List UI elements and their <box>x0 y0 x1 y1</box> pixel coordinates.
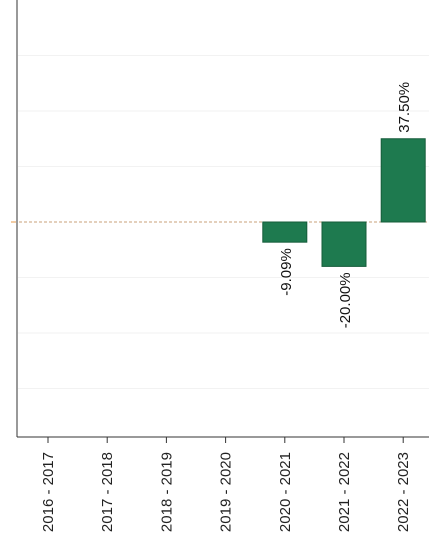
bar <box>262 221 308 243</box>
x-tick-label: 2021 - 2022 <box>336 452 353 532</box>
x-tick-label: 2020 - 2021 <box>277 452 294 532</box>
x-tick-label: 2016 - 2017 <box>40 452 57 532</box>
bar <box>321 221 367 267</box>
x-tick-label: 2018 - 2019 <box>158 452 175 532</box>
x-tick-label: 2017 - 2018 <box>99 452 116 532</box>
bar-data-label: -20.00% <box>337 272 354 328</box>
x-tick-label: 2022 - 2023 <box>395 452 412 532</box>
x-tick-label: 2019 - 2020 <box>218 452 235 532</box>
bar-data-label: 37.50% <box>396 82 413 133</box>
bar-data-label: -9.09% <box>278 248 295 296</box>
bar <box>380 138 426 223</box>
